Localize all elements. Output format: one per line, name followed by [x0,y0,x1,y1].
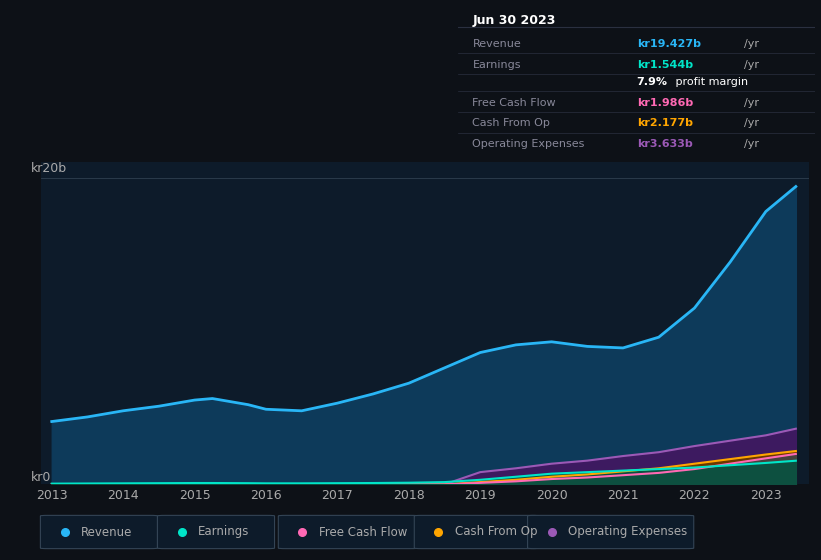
Text: Cash From Op: Cash From Op [455,525,538,539]
Text: kr20b: kr20b [31,161,67,175]
Text: Revenue: Revenue [472,39,521,49]
Text: Free Cash Flow: Free Cash Flow [472,98,556,108]
Text: Operating Expenses: Operating Expenses [472,139,585,150]
Text: /yr: /yr [744,118,759,128]
Text: Jun 30 2023: Jun 30 2023 [472,15,556,27]
Text: /yr: /yr [744,39,759,49]
Text: Cash From Op: Cash From Op [472,118,550,128]
Text: kr1.986b: kr1.986b [637,98,693,108]
Text: kr3.633b: kr3.633b [637,139,692,150]
FancyBboxPatch shape [415,515,539,549]
FancyBboxPatch shape [40,515,158,549]
Text: profit margin: profit margin [672,77,749,87]
FancyBboxPatch shape [278,515,418,549]
FancyBboxPatch shape [158,515,274,549]
Text: /yr: /yr [744,98,759,108]
Text: Earnings: Earnings [198,525,250,539]
Text: Free Cash Flow: Free Cash Flow [319,525,407,539]
Text: 7.9%: 7.9% [637,77,667,87]
Text: /yr: /yr [744,60,759,70]
Text: Operating Expenses: Operating Expenses [568,525,688,539]
Text: Earnings: Earnings [472,60,521,70]
Text: kr1.544b: kr1.544b [637,60,693,70]
Text: kr19.427b: kr19.427b [637,39,700,49]
Text: /yr: /yr [744,139,759,150]
Text: kr0: kr0 [31,470,52,484]
Text: kr2.177b: kr2.177b [637,118,693,128]
Text: Revenue: Revenue [81,525,132,539]
FancyBboxPatch shape [528,515,694,549]
